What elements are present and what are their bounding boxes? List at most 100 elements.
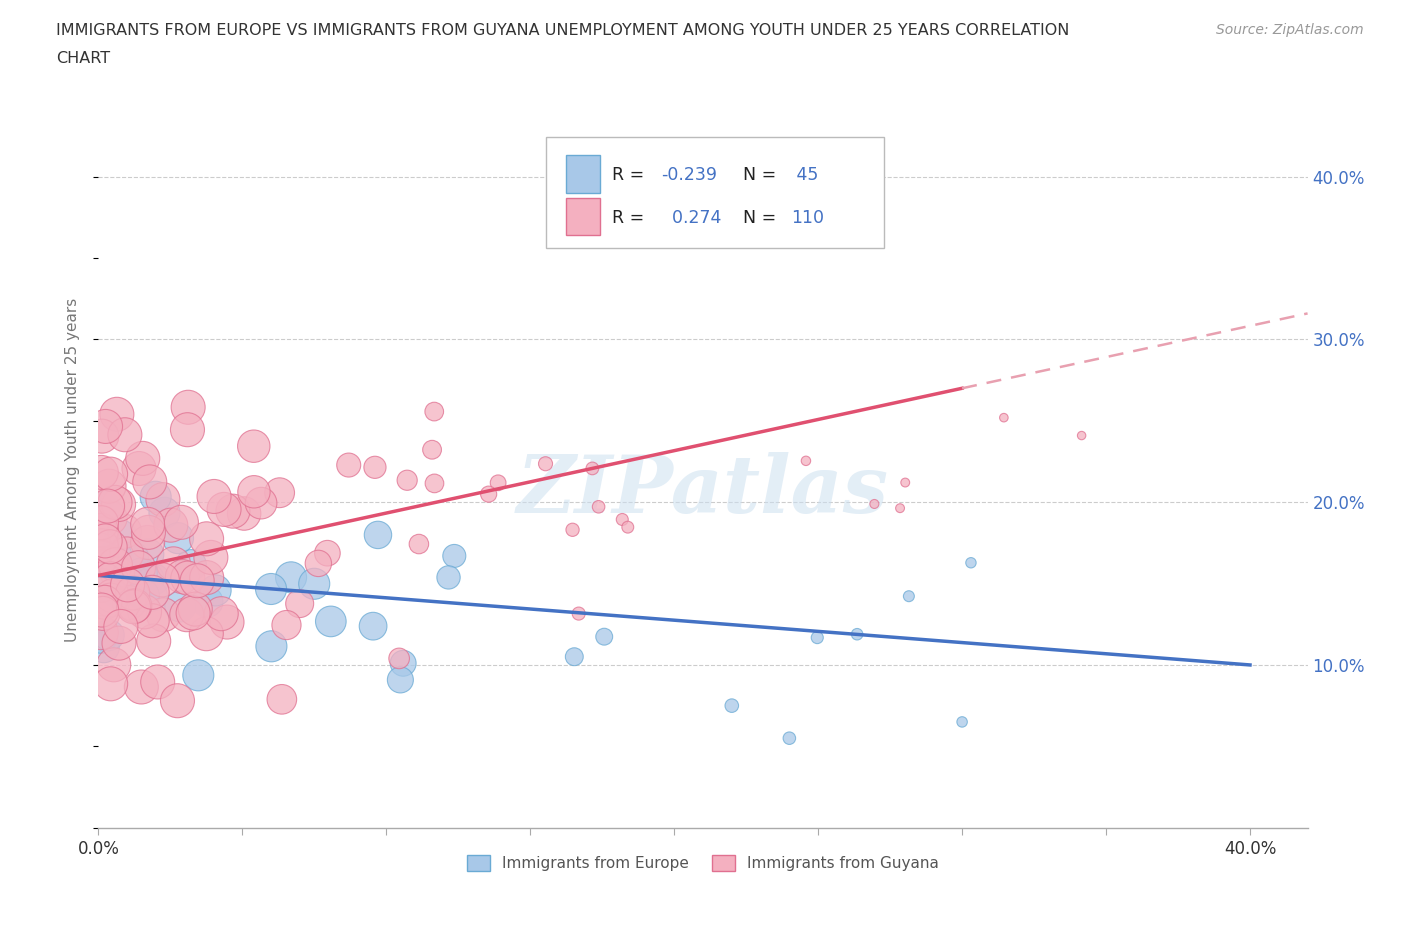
Point [93,499,115,514]
Point [269,485,291,500]
Point [111,579,134,594]
Point [101,589,124,604]
Point [91,606,114,621]
Point [159,518,181,533]
Point [117,578,139,592]
Point [581,461,603,476]
Point [105,585,128,600]
Point [897,589,920,604]
Point [950,714,973,729]
Point [894,475,917,490]
Point [91,579,114,594]
Point [90,538,112,553]
Point [138,525,160,539]
Point [202,489,225,504]
Point [90,625,112,640]
Point [107,566,129,581]
Point [222,504,245,519]
Point [100,592,122,607]
Point [142,633,165,648]
Point [176,422,198,437]
Point [478,486,501,501]
Point [233,506,256,521]
Point [107,498,129,512]
Point [132,451,155,466]
Point [104,547,127,562]
Point [138,571,160,586]
Point [443,549,465,564]
Point [121,586,143,601]
Point [90,631,112,645]
Point [172,569,194,584]
Point [316,546,339,561]
Point [132,588,155,603]
Point [145,489,167,504]
Point [110,528,132,543]
Point [392,656,415,671]
Point [276,618,298,632]
Point [170,515,193,530]
Point [302,577,325,591]
Text: R =: R = [613,166,650,183]
Point [778,731,800,746]
Point [794,454,817,469]
Point [195,570,218,585]
Point [437,570,460,585]
Point [568,606,591,621]
Point [94,595,117,610]
Point [319,614,342,629]
Point [110,619,132,634]
Text: Source: ZipAtlas.com: Source: ZipAtlas.com [1216,23,1364,37]
Point [105,406,128,421]
Point [186,573,208,588]
Point [152,607,174,622]
Point [141,588,163,603]
Point [90,550,112,565]
Point [195,594,218,609]
Point [98,511,121,525]
Point [960,555,983,570]
Point [108,636,131,651]
Point [124,598,146,613]
Point [367,527,389,542]
Point [215,615,238,630]
Text: 0.274: 0.274 [661,208,721,227]
Point [141,613,163,628]
Point [134,604,156,619]
Point [337,458,360,472]
Point [114,427,136,442]
Point [423,476,446,491]
Point [162,556,184,571]
Point [103,658,125,672]
Point [593,630,616,644]
Point [150,572,173,587]
Text: 110: 110 [792,208,824,227]
Point [396,472,419,487]
Point [100,572,122,587]
Text: IMMIGRANTS FROM EUROPE VS IMMIGRANTS FROM GUYANA UNEMPLOYMENT AMONG YOUTH UNDER : IMMIGRANTS FROM EUROPE VS IMMIGRANTS FRO… [56,23,1070,38]
Point [104,495,127,510]
Point [361,618,384,633]
Point [118,595,141,610]
Text: N =: N = [742,166,782,183]
Point [167,531,190,546]
Point [90,515,112,530]
Point [94,534,117,549]
Point [153,505,176,520]
Point [93,640,115,655]
Point [90,578,112,593]
Point [408,537,430,551]
Point [364,459,387,474]
Point [136,517,159,532]
Legend: Immigrants from Europe, Immigrants from Guyana: Immigrants from Europe, Immigrants from … [461,849,945,877]
Point [100,556,122,571]
Point [176,607,198,622]
Point [139,474,162,489]
Point [115,547,138,562]
Point [209,606,232,621]
Point [288,596,311,611]
Point [1070,428,1092,443]
Point [131,565,153,580]
Bar [567,155,600,193]
Text: R =: R = [613,208,650,227]
